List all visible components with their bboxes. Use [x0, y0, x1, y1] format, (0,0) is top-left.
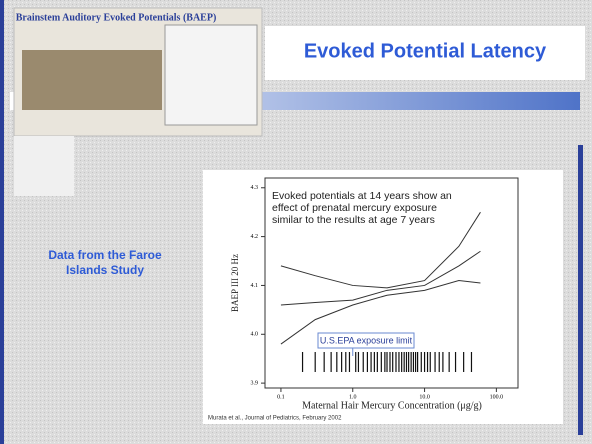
- y-tick-label: 4.0: [251, 332, 259, 338]
- x-tick-label: 1.0: [349, 394, 357, 400]
- left-border: [0, 0, 4, 444]
- y-tick-label: 4.3: [251, 185, 259, 191]
- annotation: Evoked potentials at 14 years show an ef…: [272, 190, 462, 226]
- side-note: Data from the Faroe Islands Study: [30, 248, 180, 278]
- x-tick-label: 0.1: [277, 394, 285, 400]
- photo-patient: [22, 50, 162, 110]
- right-bar: [578, 145, 583, 435]
- source: Murata et al., Journal of Pediatrics, Fe…: [208, 416, 342, 422]
- y-axis-label: BAEP III 20 Hz: [230, 254, 240, 312]
- slide: Brainstem Auditory Evoked Potentials (BA…: [0, 0, 592, 444]
- x-tick-label: 10.0: [419, 394, 430, 400]
- photo-caption: Brainstem Auditory Evoked Potentials (BA…: [16, 12, 217, 23]
- annotation-box: Evoked potentials at 14 years show an ef…: [272, 190, 462, 250]
- photo-waves: [14, 136, 74, 196]
- side-note-box: Data from the Faroe Islands Study: [30, 248, 180, 308]
- limit-label: U.S.EPA exposure limit: [320, 335, 413, 345]
- x-axis-label: Maternal Hair Mercury Concentration (μg/…: [302, 400, 482, 411]
- photo-trace: [165, 25, 257, 125]
- y-tick-label: 4.2: [251, 234, 259, 240]
- slide-title: Evoked Potential Latency: [304, 40, 547, 62]
- x-tick-label: 100.0: [490, 394, 504, 400]
- y-tick-label: 3.9: [251, 380, 259, 386]
- y-tick-label: 4.1: [251, 283, 259, 289]
